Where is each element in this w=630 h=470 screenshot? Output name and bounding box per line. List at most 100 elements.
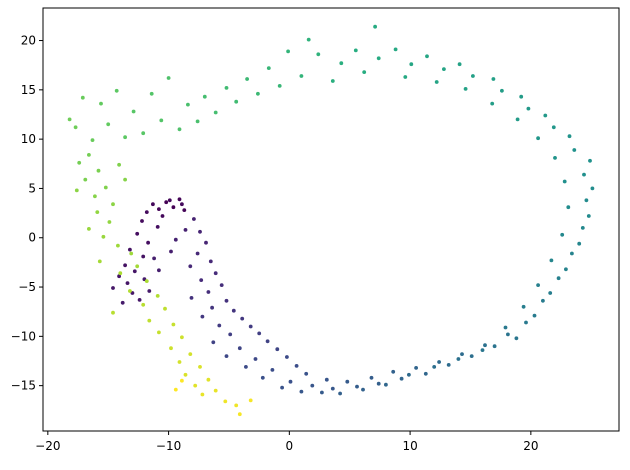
scatter-point xyxy=(213,388,218,393)
scatter-point xyxy=(463,87,468,91)
scatter-point xyxy=(199,278,204,282)
scatter-point xyxy=(198,365,202,369)
scatter-point xyxy=(330,79,335,83)
scatter-point xyxy=(73,125,78,130)
scatter-point xyxy=(99,101,103,106)
scatter-point xyxy=(177,360,182,364)
scatter-point xyxy=(200,314,205,319)
scatter-point xyxy=(204,240,208,245)
scatter-point xyxy=(169,346,173,351)
scatter-point xyxy=(167,198,172,203)
scatter-point xyxy=(157,207,161,212)
scatter-point xyxy=(237,346,242,351)
x-tick-label: 0 xyxy=(286,439,294,453)
scatter-point xyxy=(536,136,540,141)
scatter-point xyxy=(96,168,101,173)
scatter-point xyxy=(147,289,152,293)
scatter-point xyxy=(244,365,248,369)
y-tick-label: 5 xyxy=(28,181,36,195)
scatter-point xyxy=(577,241,582,246)
scatter-point xyxy=(514,336,519,341)
scatter-point xyxy=(324,377,329,382)
scatter-point xyxy=(320,390,324,395)
scatter-point xyxy=(224,354,229,358)
scatter-point xyxy=(180,335,184,340)
scatter-point xyxy=(407,372,411,377)
scatter-point xyxy=(200,392,205,397)
scatter-point xyxy=(423,371,428,376)
scatter-point xyxy=(580,226,585,230)
scatter-point xyxy=(566,205,571,210)
scatter-point xyxy=(223,399,228,404)
scatter-point xyxy=(107,220,112,224)
scatter-point xyxy=(123,263,127,268)
scatter-point xyxy=(237,412,242,417)
axes-frame xyxy=(42,7,620,432)
scatter-point xyxy=(373,24,377,29)
scatter-point xyxy=(260,375,265,380)
scatter-point xyxy=(83,177,88,182)
scatter-point xyxy=(195,251,200,256)
scatter-point xyxy=(265,339,270,344)
scatter-point xyxy=(163,306,167,311)
scatter-point xyxy=(299,74,304,78)
points-layer xyxy=(67,24,595,417)
y-axis: −15 −10 −5 0 5 10 15 20 xyxy=(11,34,43,393)
scatter-point xyxy=(123,135,127,140)
scatter-point xyxy=(213,271,218,276)
y-tick-label: 15 xyxy=(21,83,36,97)
scatter-point xyxy=(567,134,572,139)
scatter-point xyxy=(248,324,253,329)
scatter-point xyxy=(548,291,553,295)
scatter-point xyxy=(460,352,464,356)
scatter-point xyxy=(345,379,350,384)
scatter-point xyxy=(219,283,224,287)
scatter-point xyxy=(361,387,365,392)
scatter-point xyxy=(217,323,222,328)
scatter-point xyxy=(560,232,565,237)
scatter-point xyxy=(131,109,136,114)
scatter-point xyxy=(141,254,146,259)
scatter-point xyxy=(316,52,321,57)
scatter-point xyxy=(198,229,202,234)
scatter-point xyxy=(120,300,125,305)
scatter-point xyxy=(132,269,137,274)
scatter-point xyxy=(77,160,82,165)
scatter-point xyxy=(541,298,545,303)
scatter-point xyxy=(169,249,173,254)
scatter-point xyxy=(189,296,194,300)
scatter-point xyxy=(277,84,282,88)
scatter-point xyxy=(286,49,290,54)
scatter-point xyxy=(74,188,79,193)
scatter-point xyxy=(137,298,142,302)
scatter-point xyxy=(492,344,497,349)
scatter-point xyxy=(256,91,260,96)
scatter-point xyxy=(180,202,184,207)
scatter-point xyxy=(234,403,239,408)
scatter-point xyxy=(285,355,289,359)
scatter-point xyxy=(469,354,474,358)
scatter-point xyxy=(171,322,176,327)
scatter-point xyxy=(97,259,102,264)
scatter-point xyxy=(414,366,418,370)
scatter-point xyxy=(500,88,504,93)
scatter-point xyxy=(524,320,528,325)
scatter-point xyxy=(584,198,589,203)
scatter-point xyxy=(442,67,446,71)
scatter-point xyxy=(355,384,359,389)
scatter-point xyxy=(177,127,182,132)
scatter-point xyxy=(266,66,271,70)
scatter-point xyxy=(211,340,216,345)
scatter-point xyxy=(506,332,510,337)
scatter-point xyxy=(193,383,198,388)
scatter-point xyxy=(257,331,262,336)
scatter-point xyxy=(369,375,374,380)
scatter-point xyxy=(183,228,188,232)
scatter-point xyxy=(434,80,439,84)
scatter-point xyxy=(248,398,253,403)
scatter-point xyxy=(111,202,115,207)
scatter-point xyxy=(231,308,236,313)
scatter-point xyxy=(183,372,188,377)
x-tick-label: 20 xyxy=(523,439,538,453)
